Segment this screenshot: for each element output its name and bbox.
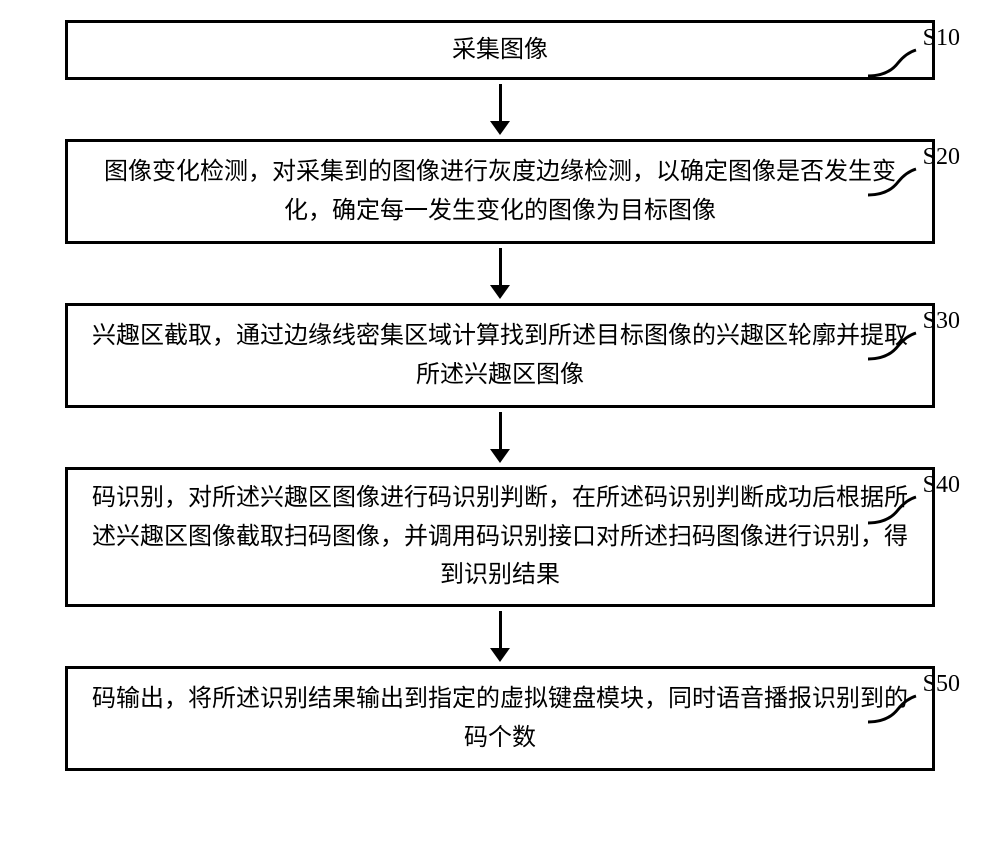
step-wrapper-s20: 图像变化检测，对采集到的图像进行灰度边缘检测，以确定图像是否发生变化，确定每一发… — [30, 139, 970, 244]
connector-curve-s30 — [868, 331, 918, 361]
arrow-s10-s20 — [490, 84, 510, 135]
arrow-s20-s30 — [490, 248, 510, 299]
arrow-s40-s50 — [490, 611, 510, 662]
step-wrapper-s10: 采集图像 S10 — [30, 20, 970, 80]
arrow-line — [499, 412, 502, 450]
arrow-head — [490, 648, 510, 662]
step-box-s40: 码识别，对所述兴趣区图像进行码识别判断，在所述码识别判断成功后根据所述兴趣区图像… — [65, 467, 935, 607]
flowchart-container: 采集图像 S10 图像变化检测，对采集到的图像进行灰度边缘检测，以确定图像是否发… — [30, 20, 970, 771]
arrow-s30-s40 — [490, 412, 510, 463]
arrow-head — [490, 285, 510, 299]
step-label-s40: S40 — [923, 472, 960, 499]
connector-curve-s10 — [868, 48, 918, 78]
step-text-s30: 兴趣区截取，通过边缘线密集区域计算找到所述目标图像的兴趣区轮廓并提取所述兴趣区图… — [88, 317, 912, 394]
step-label-s30: S30 — [923, 308, 960, 335]
connector-curve-s20 — [868, 167, 918, 197]
step-wrapper-s50: 码输出，将所述识别结果输出到指定的虚拟键盘模块，同时语音播报识别到的码个数 S5… — [30, 666, 970, 771]
connector-curve-s50 — [868, 694, 918, 724]
step-text-s40: 码识别，对所述兴趣区图像进行码识别判断，在所述码识别判断成功后根据所述兴趣区图像… — [88, 479, 912, 594]
connector-curve-s40 — [868, 495, 918, 525]
arrow-line — [499, 84, 502, 122]
arrow-line — [499, 248, 502, 286]
step-box-s30: 兴趣区截取，通过边缘线密集区域计算找到所述目标图像的兴趣区轮廓并提取所述兴趣区图… — [65, 303, 935, 408]
step-text-s50: 码输出，将所述识别结果输出到指定的虚拟键盘模块，同时语音播报识别到的码个数 — [88, 680, 912, 757]
step-box-s20: 图像变化检测，对采集到的图像进行灰度边缘检测，以确定图像是否发生变化，确定每一发… — [65, 139, 935, 244]
step-label-s20: S20 — [923, 144, 960, 171]
step-wrapper-s40: 码识别，对所述兴趣区图像进行码识别判断，在所述码识别判断成功后根据所述兴趣区图像… — [30, 467, 970, 607]
step-text-s20: 图像变化检测，对采集到的图像进行灰度边缘检测，以确定图像是否发生变化，确定每一发… — [88, 153, 912, 230]
step-text-s10: 采集图像 — [452, 31, 548, 69]
step-label-s10: S10 — [923, 25, 960, 52]
step-box-s50: 码输出，将所述识别结果输出到指定的虚拟键盘模块，同时语音播报识别到的码个数 — [65, 666, 935, 771]
arrow-line — [499, 611, 502, 649]
arrow-head — [490, 121, 510, 135]
step-wrapper-s30: 兴趣区截取，通过边缘线密集区域计算找到所述目标图像的兴趣区轮廓并提取所述兴趣区图… — [30, 303, 970, 408]
step-label-s50: S50 — [923, 671, 960, 698]
step-box-s10: 采集图像 — [65, 20, 935, 80]
arrow-head — [490, 449, 510, 463]
